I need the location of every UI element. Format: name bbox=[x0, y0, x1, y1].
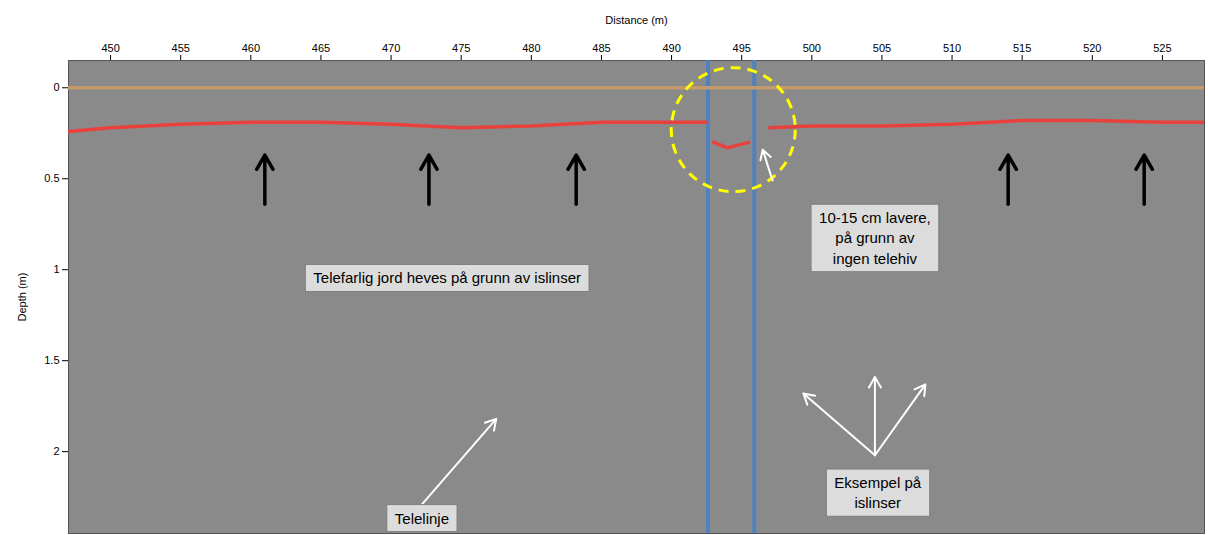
svg-text:505: 505 bbox=[873, 42, 891, 54]
svg-text:Telefarlig jord heves på grunn: Telefarlig jord heves på grunn av islins… bbox=[313, 269, 581, 286]
svg-text:Telelinje: Telelinje bbox=[395, 510, 449, 527]
svg-text:455: 455 bbox=[172, 42, 190, 54]
svg-text:475: 475 bbox=[452, 42, 470, 54]
svg-text:450: 450 bbox=[101, 42, 119, 54]
svg-text:Eksempel påislinser: Eksempel påislinser bbox=[834, 474, 921, 511]
svg-text:500: 500 bbox=[803, 42, 821, 54]
svg-text:515: 515 bbox=[1013, 42, 1031, 54]
svg-text:470: 470 bbox=[382, 42, 400, 54]
svg-text:520: 520 bbox=[1083, 42, 1101, 54]
svg-text:Depth (m): Depth (m) bbox=[16, 273, 28, 322]
svg-text:490: 490 bbox=[662, 42, 680, 54]
svg-text:10-15 cm lavere,på grunn aving: 10-15 cm lavere,på grunn avingen telehiv bbox=[819, 209, 931, 267]
svg-text:1: 1 bbox=[53, 263, 59, 275]
svg-text:0.5: 0.5 bbox=[44, 172, 59, 184]
svg-text:495: 495 bbox=[733, 42, 751, 54]
svg-text:Distance (m): Distance (m) bbox=[605, 14, 667, 26]
svg-text:1.5: 1.5 bbox=[44, 354, 59, 366]
svg-text:0: 0 bbox=[53, 81, 59, 93]
svg-text:480: 480 bbox=[522, 42, 540, 54]
svg-text:485: 485 bbox=[592, 42, 610, 54]
svg-text:465: 465 bbox=[312, 42, 330, 54]
svg-text:460: 460 bbox=[242, 42, 260, 54]
svg-text:2: 2 bbox=[53, 445, 59, 457]
svg-text:510: 510 bbox=[943, 42, 961, 54]
svg-text:525: 525 bbox=[1153, 42, 1171, 54]
